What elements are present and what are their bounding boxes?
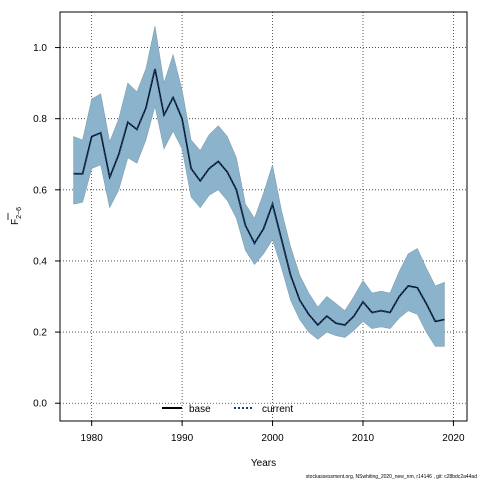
x-axis-title: Years <box>251 458 276 469</box>
y-axis-title-sub: 2−6 <box>16 207 23 219</box>
x-tick-label: 2000 <box>261 433 284 444</box>
x-tick-label: 1990 <box>171 433 194 444</box>
legend-label-base: base <box>189 404 211 415</box>
legend: base current <box>162 404 293 415</box>
y-tick-label: 0.8 <box>33 114 47 125</box>
series-line-current <box>73 68 445 327</box>
x-tick-label: 2020 <box>442 433 465 444</box>
legend-label-current: current <box>262 404 293 415</box>
x-tick-label: 2010 <box>352 433 375 444</box>
confidence-band <box>73 26 445 347</box>
plot-frame <box>59 11 468 422</box>
y-tick-label: 1.0 <box>33 43 47 54</box>
y-tick-label: 0.0 <box>33 399 47 410</box>
x-tick-label: 1980 <box>81 433 104 444</box>
y-axis: 0.0 0.2 0.4 0.6 0.8 1.0 <box>33 43 60 410</box>
y-axis-title-main: F <box>10 219 21 225</box>
footer-note: stockassessment.org, NSwhiting_2020_new_… <box>306 474 477 480</box>
x-axis: 1980 1990 2000 2010 2020 <box>81 421 465 444</box>
y-tick-label: 0.4 <box>33 256 47 267</box>
y-tick-label: 0.6 <box>33 185 47 196</box>
y-axis-title: F2−6 <box>7 207 23 225</box>
y-tick-label: 0.2 <box>33 328 47 339</box>
svg-text:F2−6: F2−6 <box>10 207 23 225</box>
